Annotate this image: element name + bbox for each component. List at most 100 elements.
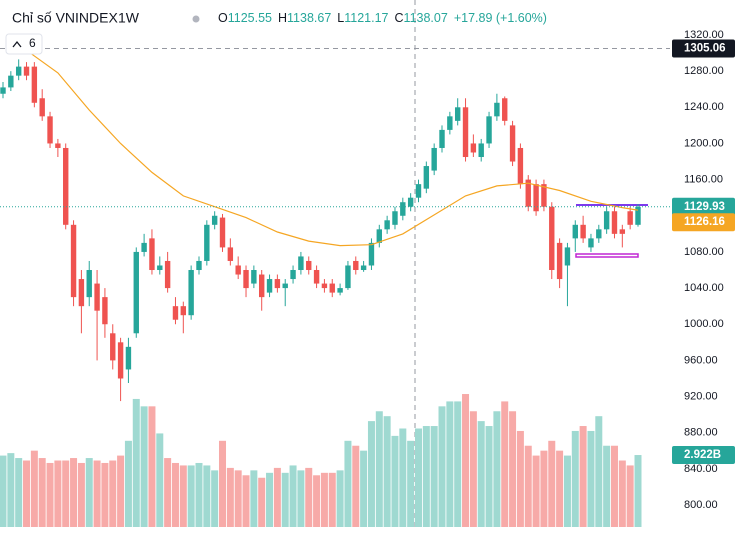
candle-body bbox=[611, 211, 618, 234]
candle-body bbox=[619, 229, 626, 234]
volume-bar bbox=[336, 470, 344, 527]
y-tick-label: 1160.00 bbox=[684, 174, 723, 186]
ohlc-key: O bbox=[218, 11, 228, 25]
ohlc: O1125.55 H1138.67 L1121.17 C1138.07 +17.89 (… bbox=[218, 11, 547, 25]
candle-body bbox=[306, 260, 312, 271]
volume-bar bbox=[524, 445, 532, 527]
candle-body bbox=[478, 143, 484, 158]
ohlc-value: 1138.07 bbox=[404, 11, 448, 25]
candle-body bbox=[533, 184, 539, 212]
candle-body bbox=[345, 265, 351, 289]
volume-bar bbox=[352, 445, 360, 527]
ohlc-value: 1138.67 bbox=[287, 11, 331, 25]
candle-body bbox=[259, 274, 265, 298]
volume-bar bbox=[148, 406, 156, 527]
candle-body bbox=[78, 279, 85, 307]
candle-body bbox=[392, 211, 398, 225]
volume-bar bbox=[179, 465, 187, 527]
ohlc-key: H bbox=[278, 11, 287, 25]
price-layer bbox=[0, 47, 670, 402]
volume-bar bbox=[516, 430, 524, 527]
change: +17.89 (+1.60%) bbox=[454, 11, 547, 25]
volume-bar bbox=[501, 401, 509, 527]
candle-body bbox=[407, 197, 414, 207]
volume-bar bbox=[375, 411, 383, 527]
candle-body bbox=[211, 215, 218, 225]
volume-bar bbox=[242, 475, 250, 527]
y-tick-label: 1240.00 bbox=[684, 101, 724, 113]
volume-bar bbox=[469, 411, 477, 527]
volume-bar bbox=[219, 440, 227, 527]
candle-body bbox=[627, 211, 633, 225]
volume-bar bbox=[250, 470, 258, 527]
candle-body bbox=[196, 260, 202, 271]
volume-layer bbox=[0, 394, 642, 527]
price-label: 1129.93 bbox=[684, 201, 725, 213]
candle-body bbox=[274, 279, 281, 289]
candle-body bbox=[55, 143, 61, 148]
header: Chỉ số VNINDEX 1W O1125.55 H1138.67 L1121.… bbox=[5, 10, 547, 55]
volume-bar bbox=[93, 460, 101, 527]
volume-bar bbox=[70, 458, 78, 527]
volume-bar bbox=[438, 406, 446, 527]
price-axis: 800.00 840.00 880.00 920.00 960.00 1000.00 104… bbox=[672, 29, 735, 511]
volume-bar bbox=[603, 445, 611, 527]
volume-bar bbox=[446, 401, 454, 527]
candle-body bbox=[360, 265, 367, 271]
volume-bar bbox=[211, 470, 219, 527]
chevron-icon bbox=[12, 40, 22, 48]
candle-body bbox=[525, 179, 531, 207]
candle-body bbox=[517, 147, 524, 185]
volume-bar bbox=[15, 458, 23, 527]
candle-body bbox=[298, 256, 304, 271]
candle-body bbox=[31, 66, 38, 103]
ohlc-value: 1125.55 bbox=[228, 11, 272, 25]
volume-bar bbox=[462, 394, 470, 527]
candle-body bbox=[502, 98, 508, 121]
volume-bar bbox=[171, 462, 179, 527]
volume-bar bbox=[132, 398, 140, 527]
volume-bar bbox=[454, 401, 462, 527]
volume-bar bbox=[77, 462, 85, 527]
price-label: 1126.16 bbox=[684, 216, 725, 228]
volume-bar bbox=[203, 465, 211, 527]
candle-body bbox=[415, 184, 422, 198]
volume-bar bbox=[0, 455, 7, 527]
candle-body bbox=[149, 238, 155, 271]
candle-body bbox=[86, 270, 92, 298]
candle-body bbox=[423, 166, 430, 189]
candle-body bbox=[454, 107, 461, 121]
candle-body bbox=[596, 229, 602, 239]
candle-body bbox=[635, 206, 641, 225]
candle-body bbox=[431, 147, 437, 171]
volume-bar bbox=[391, 435, 399, 527]
price-label-bg bbox=[672, 197, 735, 216]
volume-bar bbox=[273, 467, 281, 527]
volume-bar bbox=[422, 426, 430, 527]
candle-body bbox=[227, 247, 234, 261]
volume-bar bbox=[226, 467, 234, 527]
volume-bar bbox=[563, 455, 571, 527]
candle-body bbox=[0, 87, 6, 94]
candle-body bbox=[251, 270, 257, 284]
volume-bar bbox=[328, 472, 336, 527]
y-tick-label: 1200.00 bbox=[684, 137, 724, 149]
legend-toggle[interactable] bbox=[5, 33, 43, 55]
candle-body bbox=[157, 265, 163, 271]
moving-average bbox=[26, 49, 639, 247]
candle-body bbox=[188, 270, 194, 316]
candle-body bbox=[8, 75, 14, 88]
volume-bar bbox=[85, 458, 93, 527]
y-tick-label: 1320.00 bbox=[684, 29, 724, 41]
volume-bar bbox=[414, 428, 422, 527]
y-tick-label: 800.00 bbox=[684, 499, 718, 511]
volume-bar bbox=[7, 453, 15, 527]
candle-body bbox=[204, 224, 210, 261]
volume-bar bbox=[266, 472, 274, 527]
volume-bar bbox=[532, 455, 540, 527]
y-tick-label: 880.00 bbox=[684, 427, 718, 439]
status-dot bbox=[192, 15, 200, 23]
volume-bar bbox=[124, 440, 132, 527]
candle-body bbox=[509, 125, 516, 162]
candle-body bbox=[172, 306, 179, 320]
